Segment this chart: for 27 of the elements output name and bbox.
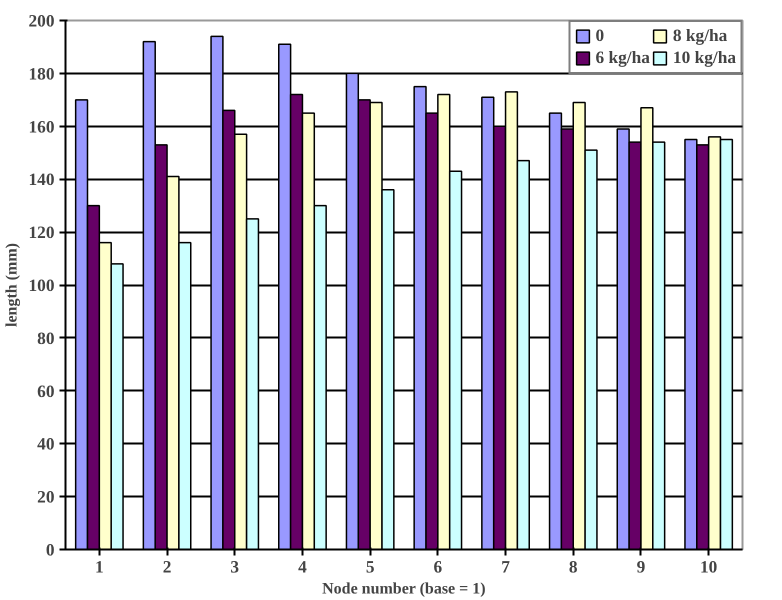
y-tick-label: 20 xyxy=(37,488,54,507)
legend-label: 0 xyxy=(596,26,606,46)
x-tick-label: 7 xyxy=(501,558,510,576)
x-tick-label: 6 xyxy=(434,558,443,576)
y-tick-label: 160 xyxy=(28,117,55,136)
x-tick-label: 8 xyxy=(568,558,578,576)
legend-label: 8 kg/ha xyxy=(672,26,728,46)
y-tick-label: 40 xyxy=(37,434,54,454)
x-tick-label: 10 xyxy=(700,558,718,576)
x-axis-title: Node number (base = 1) xyxy=(322,580,486,598)
y-tick-label: 180 xyxy=(28,64,55,84)
x-tick-label: 4 xyxy=(298,558,308,576)
y-axis-title: length (mm) xyxy=(4,243,21,327)
y-tick-label: 60 xyxy=(37,382,54,401)
legend-label: 6 kg/ha xyxy=(596,48,650,68)
x-tick-label: 9 xyxy=(636,558,646,576)
y-tick-label: 80 xyxy=(37,328,54,348)
y-tick-label: 120 xyxy=(28,223,55,242)
x-tick-label: 2 xyxy=(162,558,172,576)
y-tick-label: 140 xyxy=(28,170,55,190)
y-tick-label: 0 xyxy=(46,540,55,560)
x-tick-label: 3 xyxy=(230,558,240,576)
x-tick-label: 5 xyxy=(366,558,375,576)
x-tick-label: 1 xyxy=(95,558,104,576)
y-tick-label: 200 xyxy=(28,12,55,30)
y-tick-label: 100 xyxy=(28,276,55,295)
legend-label: 10 kg/ha xyxy=(672,48,736,68)
